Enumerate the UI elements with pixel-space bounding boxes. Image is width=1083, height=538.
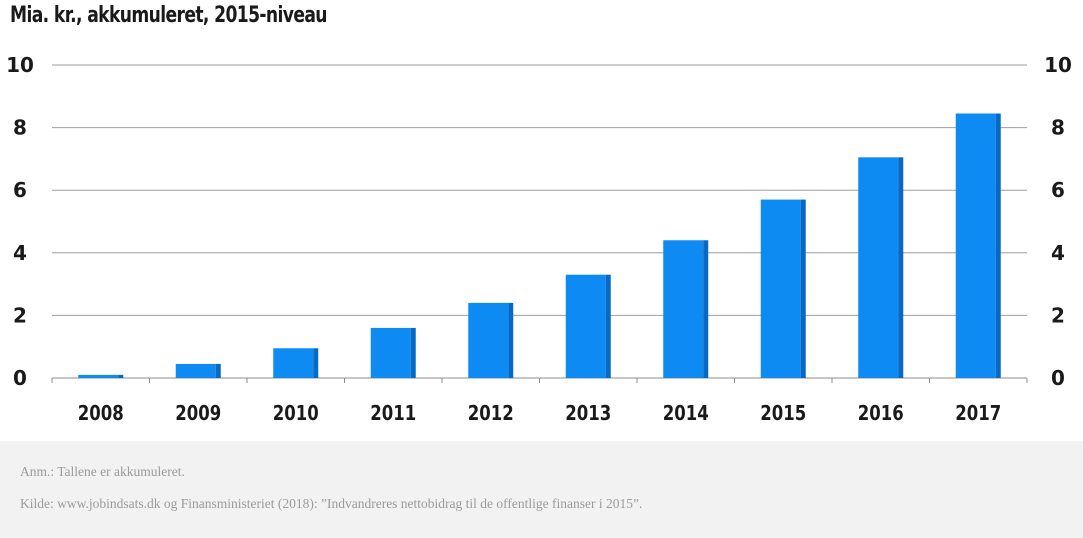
bar: [175, 363, 216, 378]
source-text: Kilde: www.jobindsats.dk og Finansminist…: [20, 496, 643, 511]
y-tick-label-left: 0: [13, 366, 27, 390]
x-tick-label: 2015: [760, 401, 806, 425]
y-tick-label-right: 0: [1051, 366, 1065, 390]
bar-side: [410, 327, 416, 378]
bar: [858, 157, 899, 378]
x-axis: 2008 2009 2010 2011 2012 2013 2014 2015 2016 2017: [78, 401, 1002, 425]
bar-side: [313, 348, 319, 378]
bar: [760, 199, 801, 378]
y-tick-label-left: 8: [13, 116, 27, 140]
x-tick-label: 2010: [273, 401, 319, 425]
bar-side: [800, 199, 806, 378]
x-tick-label: 2017: [955, 401, 1001, 425]
chart-title: Mia. kr., akkumuleret, 2015-niveau: [10, 3, 328, 28]
x-tick-label: 2009: [175, 401, 221, 425]
y-tick-label-right: 4: [1051, 241, 1065, 265]
y-tick-label-right: 2: [1051, 303, 1065, 327]
note-text: Anm.: Tallene er akkumuleret.: [20, 464, 185, 479]
x-tick-label: 2012: [468, 401, 514, 425]
bar: [370, 327, 411, 378]
bar-side: [605, 274, 611, 378]
y-tick-label-right: 6: [1051, 178, 1065, 202]
y-tick-label-right: 8: [1051, 116, 1065, 140]
bar: [78, 374, 119, 378]
x-tick-label: 2008: [78, 401, 124, 425]
bar: [955, 113, 996, 378]
bar: [273, 348, 314, 378]
y-tick-label-right: 10: [1044, 53, 1072, 77]
bar-side: [508, 302, 514, 378]
footnote-panel: Anm.: Tallene er akkumuleret. Kilde: www…: [0, 441, 1083, 538]
bar: [565, 274, 606, 378]
x-tick-label: 2011: [370, 401, 416, 425]
y-tick-label-left: 10: [6, 53, 34, 77]
y-tick-label-left: 4: [13, 241, 27, 265]
y-axis-left: 0 2 4 6 8 10: [6, 53, 34, 390]
x-tick-label: 2014: [663, 401, 709, 425]
bar-side: [898, 157, 904, 378]
bar: [663, 240, 704, 378]
bar-side: [118, 374, 124, 378]
y-axis-right: 0 2 4 6 8 10: [1044, 53, 1072, 390]
bar-chart: 0 2 4 6 8 10 0 2 4 6 8 10 2008 2009 2010 2011 2012 2013…: [6, 53, 1072, 425]
bars: [78, 113, 1001, 378]
x-tick-label: 2016: [858, 401, 904, 425]
bar-side: [995, 113, 1001, 378]
bar-side: [703, 240, 709, 378]
bar-side: [215, 363, 221, 378]
y-tick-label-left: 2: [13, 303, 27, 327]
x-tick-label: 2013: [565, 401, 611, 425]
bar: [468, 302, 509, 378]
y-tick-label-left: 6: [13, 178, 27, 202]
